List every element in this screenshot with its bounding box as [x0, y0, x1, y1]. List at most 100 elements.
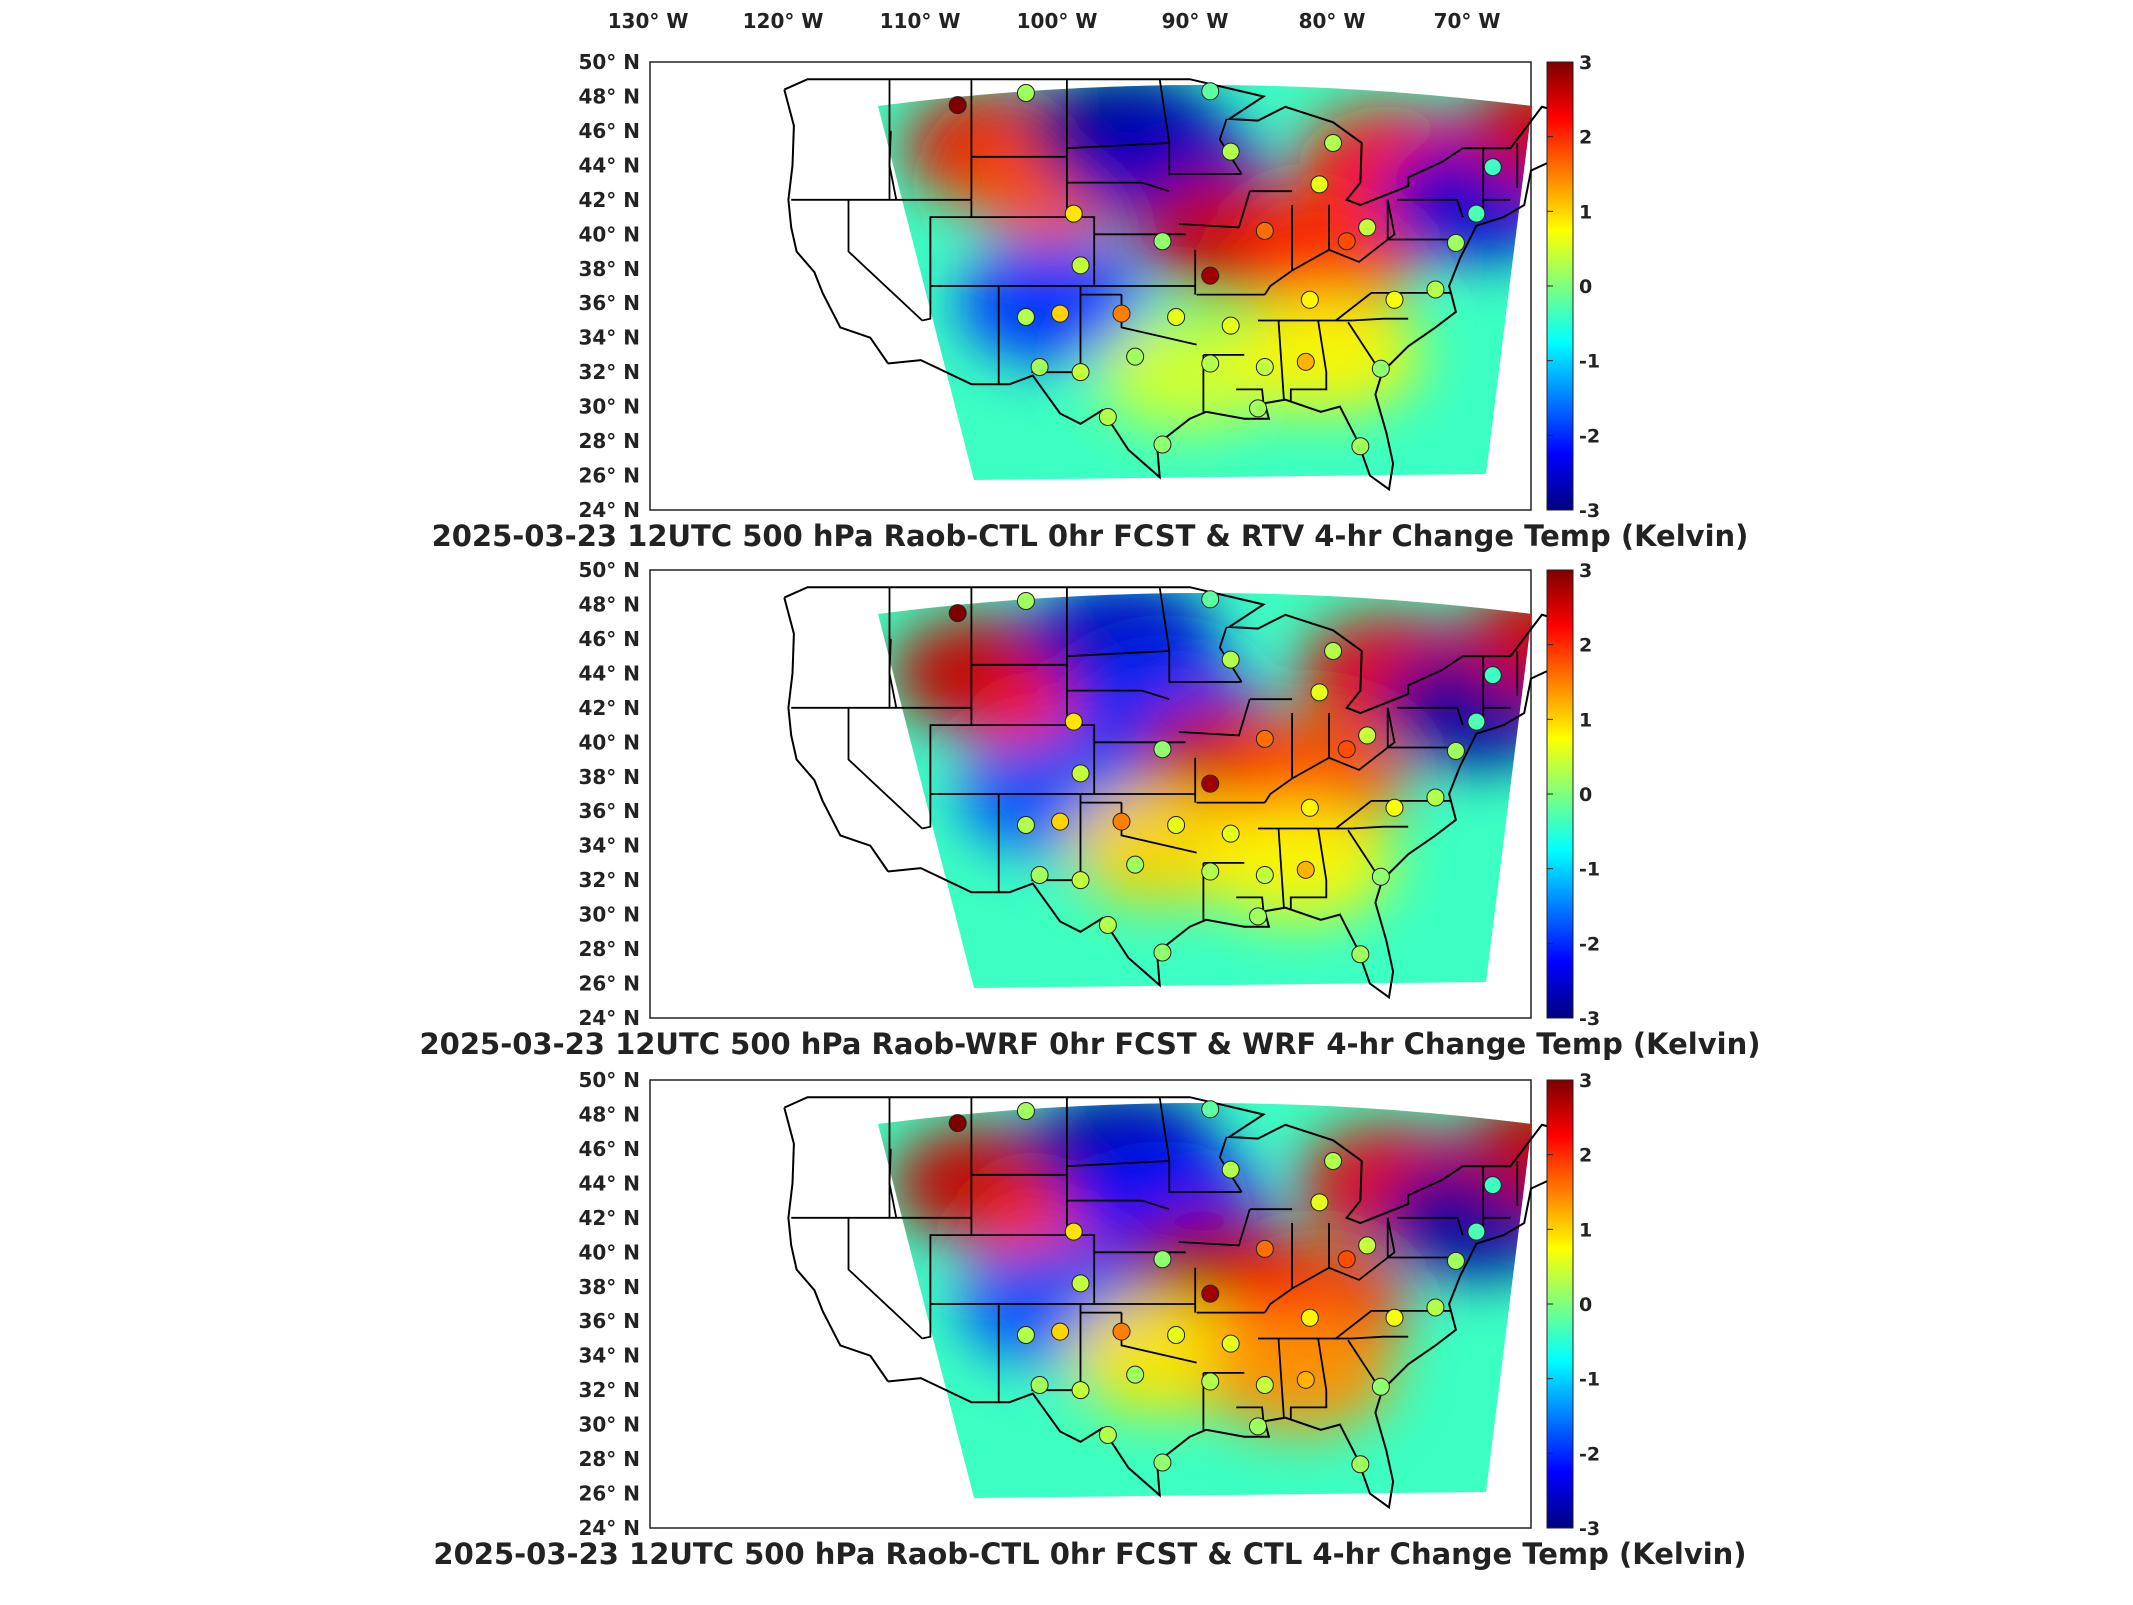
raob-station	[1324, 1151, 1343, 1170]
raob-station	[1296, 860, 1315, 879]
lon-tick-label: 80° W	[1299, 9, 1366, 33]
raob-station	[1153, 232, 1172, 251]
lat-tick-label: 26° N	[578, 1482, 640, 1506]
raob-station	[1371, 359, 1390, 378]
raob-station	[1064, 204, 1083, 223]
raob-station	[1255, 221, 1274, 240]
raob-station	[1255, 357, 1274, 376]
state-border	[1236, 388, 1265, 404]
state-border	[1352, 1335, 1409, 1340]
state-border	[1236, 896, 1265, 912]
state-border	[1264, 707, 1396, 804]
lat-tick-label: 50° N	[578, 558, 640, 582]
colorbar-tick-label: -3	[1579, 1008, 1600, 1030]
lat-tick-label: 34° N	[578, 1344, 640, 1368]
state-border	[1397, 1216, 1464, 1236]
colorbar-tick-label: -3	[1579, 1518, 1600, 1540]
lat-tick-label: 32° N	[578, 1378, 640, 1402]
raob-station	[1385, 1308, 1404, 1327]
raob-station	[1446, 233, 1465, 252]
state-border	[1352, 317, 1409, 322]
raob-station	[1221, 1160, 1240, 1179]
state-border	[1277, 320, 1285, 400]
lat-tick-label: 24° N	[578, 1006, 640, 1030]
colorbar: 3 2 1 0 -1 -2 -3	[1546, 1070, 1600, 1540]
raob-station	[1016, 308, 1035, 327]
map-outlines	[783, 586, 1574, 1000]
raob-station	[1426, 788, 1445, 807]
state-border	[847, 199, 923, 322]
colorbar-tick-label: 1	[1579, 709, 1592, 731]
lon-tick-label: 100° W	[1017, 9, 1098, 33]
state-border	[1289, 320, 1328, 402]
lat-tick-label: 28° N	[578, 937, 640, 961]
lat-tick-label: 46° N	[578, 119, 640, 143]
longitude-axis: 130° W 120° W 110° W 100° W 90° W 80° W 70° W	[608, 9, 1501, 33]
colorbar: 3 2 1 0 -1 -2 -3	[1546, 560, 1600, 1030]
raob-station	[1030, 865, 1049, 884]
raob-station	[1201, 1372, 1220, 1391]
state-border	[922, 79, 973, 322]
state-border	[1218, 626, 1243, 683]
raob-station	[1098, 915, 1117, 934]
raob-station	[1126, 855, 1145, 874]
state-border	[847, 1217, 923, 1340]
colorbar-tick-label: -3	[1579, 500, 1600, 522]
lat-tick-label: 38° N	[578, 1275, 640, 1299]
raob-station	[1201, 354, 1220, 373]
raob-station	[1201, 82, 1220, 101]
lat-tick-label: 48° N	[578, 592, 640, 616]
raob-station	[1051, 1322, 1070, 1341]
raob-station	[1310, 175, 1329, 194]
field-anomaly	[1203, 802, 1394, 923]
panel-title: 2025-03-23 12UTC 500 hPa Raob-CTL 0hr FC…	[433, 1537, 1746, 1571]
latitude-axis: 50° N 48° N 46° N 44° N 42° N 40° N 38° N 36° N…	[578, 1068, 640, 1540]
raob-station	[1296, 352, 1315, 371]
raob-station	[1300, 1308, 1319, 1327]
state-border	[1397, 198, 1464, 218]
state-border	[1397, 706, 1464, 726]
panels: 50° N 48° N 46° N 44° N 42° N 40° N 38° N 36° N…	[419, 50, 1760, 1571]
lat-tick-label: 34° N	[578, 326, 640, 350]
raob-station	[1446, 1251, 1465, 1270]
raob-station	[1467, 1222, 1486, 1241]
state-border	[888, 638, 898, 708]
state-border	[1352, 825, 1409, 830]
temperature-field	[878, 1103, 1532, 1498]
colorbar-tick-label: 3	[1579, 52, 1592, 74]
colorbar-tick-label: -2	[1579, 425, 1600, 447]
lat-tick-label: 50° N	[578, 50, 640, 74]
map-panel-1: 50° N 48° N 46° N 44° N 42° N 40° N 38° N 36° N…	[432, 50, 1749, 553]
lat-tick-label: 36° N	[578, 799, 640, 823]
raob-station	[1153, 1453, 1172, 1472]
raob-station	[1426, 1298, 1445, 1317]
state-border	[1335, 800, 1451, 830]
raob-station	[1337, 1250, 1356, 1269]
lat-tick-label: 46° N	[578, 1137, 640, 1161]
raob-station	[1371, 867, 1390, 886]
raob-station	[1358, 218, 1377, 237]
lat-tick-label: 38° N	[578, 765, 640, 789]
state-border	[1264, 1217, 1396, 1314]
raob-station	[1371, 1377, 1390, 1396]
raob-station	[1201, 774, 1220, 793]
raob-station	[1310, 683, 1329, 702]
lat-tick-label: 44° N	[578, 1171, 640, 1195]
state-border	[1335, 292, 1451, 322]
raob-station	[1483, 158, 1502, 177]
state-border	[1289, 1338, 1328, 1420]
raob-station	[1016, 816, 1035, 835]
raob-station	[1153, 435, 1172, 454]
raob-station	[1385, 290, 1404, 309]
state-border	[1218, 118, 1243, 175]
lon-tick-label: 90° W	[1162, 9, 1229, 33]
raob-station	[948, 1114, 967, 1133]
lat-tick-label: 24° N	[578, 1516, 640, 1540]
lat-tick-label: 30° N	[578, 903, 640, 927]
state-border	[1066, 142, 1170, 150]
latitude-axis: 50° N 48° N 46° N 44° N 42° N 40° N 38° N 36° N…	[578, 558, 640, 1030]
raob-station	[1324, 133, 1343, 152]
state-border	[1178, 1208, 1251, 1247]
map-panel-2: 50° N 48° N 46° N 44° N 42° N 40° N 38° N 36° N…	[419, 558, 1760, 1061]
